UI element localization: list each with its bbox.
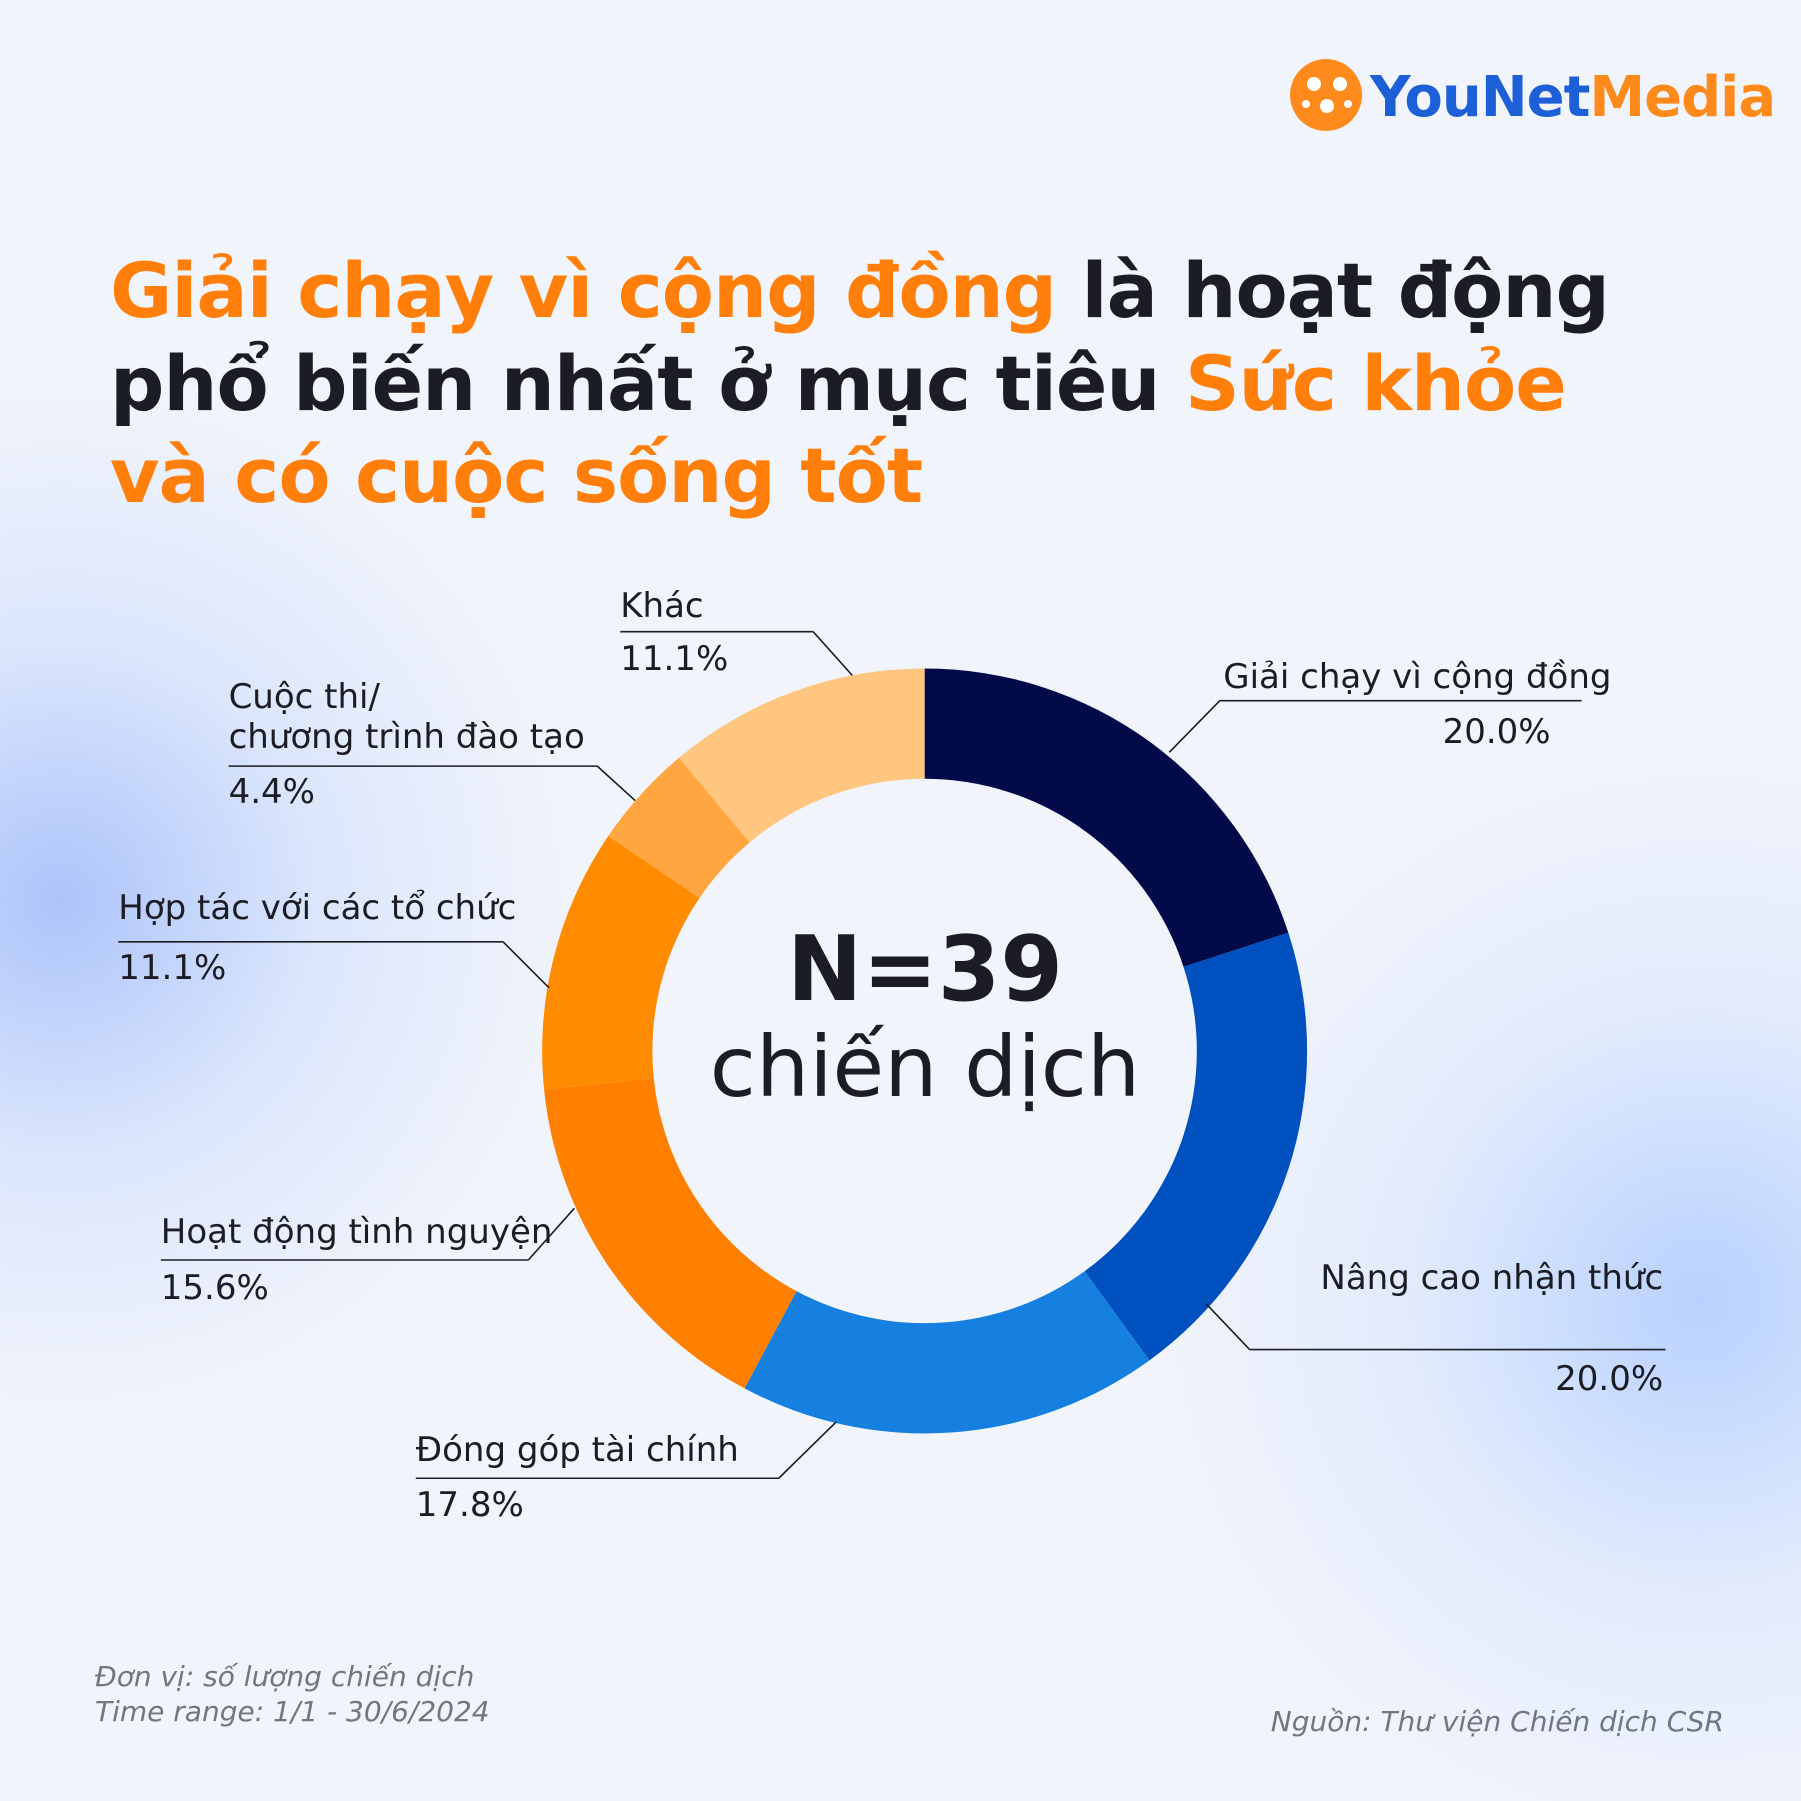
value-label: 11.1% bbox=[620, 638, 729, 679]
slice bbox=[744, 1271, 1150, 1434]
slice bbox=[678, 668, 925, 843]
slice bbox=[924, 668, 1289, 967]
value-label: 11.1% bbox=[118, 947, 227, 988]
note: Đơn vị: số lượng chiến dịch bbox=[95, 1660, 475, 1693]
value-label: 20.0% bbox=[1555, 1358, 1664, 1399]
value-label: 15.6% bbox=[160, 1268, 269, 1309]
leader-line bbox=[1205, 1303, 1666, 1351]
leader-line bbox=[160, 1207, 575, 1261]
note: Time range: 1/1 - 30/6/2024 bbox=[95, 1695, 490, 1728]
title-part: là hoạt động phổ biến nhất ở mục tiêu bbox=[110, 246, 1610, 428]
brand-part: Media bbox=[1589, 65, 1776, 130]
value-label: 4.4% bbox=[228, 771, 315, 812]
category-label: Nâng cao nhận thức bbox=[1320, 1257, 1664, 1298]
category-label: Khác bbox=[620, 585, 704, 626]
center-label: N=39 bbox=[787, 917, 1063, 1022]
brand: YouNetMedia bbox=[1370, 64, 1776, 131]
leader-line bbox=[228, 765, 636, 802]
category-label: Giải chạy vì cộng đồng bbox=[1223, 656, 1612, 697]
slice bbox=[608, 757, 750, 898]
leader-line bbox=[1168, 699, 1582, 753]
category-label: Đóng góp tài chính bbox=[415, 1430, 739, 1470]
slice bbox=[544, 1078, 797, 1389]
source: Nguồn: Thư viện Chiến dịch CSR bbox=[1270, 1705, 1724, 1738]
title-part: Giải chạy vì cộng đồng bbox=[110, 246, 1057, 335]
category-label: Cuộc thi/ chương trình đào tạo bbox=[228, 676, 585, 758]
category-label: Hoạt động tình nguyện bbox=[160, 1211, 553, 1252]
center-label: chiến dịch bbox=[709, 1018, 1141, 1116]
leader-line bbox=[620, 630, 853, 676]
category-label: Hợp tác với các tổ chức bbox=[118, 887, 517, 928]
title-part: Sức khỏe và có cuộc sống tốt bbox=[110, 338, 1567, 521]
slice bbox=[542, 835, 700, 1090]
slice bbox=[1084, 932, 1308, 1361]
leader-line bbox=[118, 941, 550, 989]
chart-title: Giải chạy vì cộng đồng là hoạt động phổ … bbox=[110, 245, 1670, 523]
brand-part: YouNet bbox=[1370, 65, 1590, 130]
brand-icon bbox=[1290, 59, 1362, 131]
value-label: 20.0% bbox=[1442, 712, 1551, 753]
leader-line bbox=[415, 1421, 837, 1480]
value-label: 17.8% bbox=[415, 1485, 524, 1526]
